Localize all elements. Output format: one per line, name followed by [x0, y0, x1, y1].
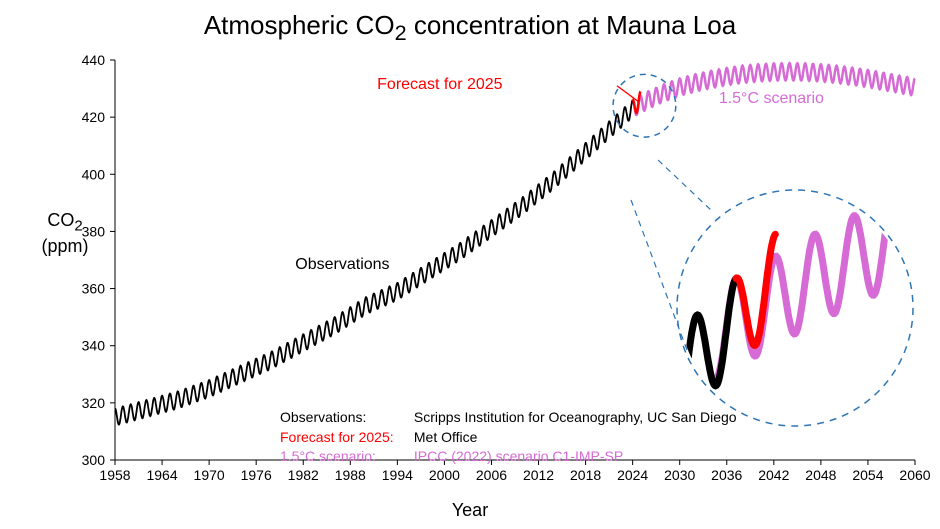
chart-title: Atmospheric CO2 concentration at Mauna L… — [0, 10, 940, 46]
svg-text:1958: 1958 — [99, 467, 130, 483]
legend-scenario-key: 1.5°C scenario: — [280, 447, 410, 467]
svg-text:2018: 2018 — [570, 467, 601, 483]
inset-big-circle — [677, 190, 913, 426]
annot-scenario: 1.5°C scenario — [719, 90, 824, 108]
svg-text:1970: 1970 — [194, 467, 225, 483]
svg-text:2042: 2042 — [758, 467, 789, 483]
y-prefix: CO — [47, 210, 74, 230]
chart-root: Atmospheric CO2 concentration at Mauna L… — [0, 0, 940, 529]
svg-text:2036: 2036 — [711, 467, 742, 483]
forecast-pointer — [617, 86, 638, 102]
svg-text:420: 420 — [82, 109, 106, 125]
title-sub: 2 — [395, 20, 407, 45]
svg-text:2012: 2012 — [523, 467, 554, 483]
title-suffix: concentration at Mauna Loa — [407, 10, 737, 40]
plot-area: 3003203403603804004204401958196419701976… — [115, 60, 915, 460]
svg-text:2048: 2048 — [805, 467, 836, 483]
svg-text:380: 380 — [82, 223, 106, 239]
legend-forecast-row: Forecast for 2025: Met Office — [280, 428, 737, 448]
svg-text:1964: 1964 — [146, 467, 177, 483]
inset-connector-0 — [658, 160, 713, 212]
svg-text:1982: 1982 — [288, 467, 319, 483]
legend-obs-val: Scripps Institution for Oceanography, UC… — [414, 409, 737, 425]
svg-text:2054: 2054 — [852, 467, 883, 483]
svg-text:1994: 1994 — [382, 467, 413, 483]
annot-forecast: Forecast for 2025 — [377, 76, 502, 94]
legend-scenario-row: 1.5°C scenario: IPCC (2022) scenario C1-… — [280, 447, 737, 467]
inset-connector-1 — [631, 200, 687, 350]
svg-text:300: 300 — [82, 452, 106, 468]
svg-text:2060: 2060 — [899, 467, 930, 483]
legend-obs-row: Observations: Scripps Institution for Oc… — [280, 408, 737, 428]
legend-forecast-key: Forecast for 2025: — [280, 428, 410, 448]
svg-text:2000: 2000 — [429, 467, 460, 483]
title-prefix: Atmospheric CO — [204, 10, 395, 40]
inset-small-circle — [613, 74, 676, 137]
svg-text:1976: 1976 — [241, 467, 272, 483]
x-axis-title: Year — [0, 500, 940, 521]
svg-text:320: 320 — [82, 395, 106, 411]
svg-text:400: 400 — [82, 166, 106, 182]
svg-text:1988: 1988 — [335, 467, 366, 483]
legend-forecast-val: Met Office — [414, 429, 478, 445]
svg-text:340: 340 — [82, 338, 106, 354]
svg-text:2024: 2024 — [617, 467, 648, 483]
svg-text:360: 360 — [82, 281, 106, 297]
svg-text:2030: 2030 — [664, 467, 695, 483]
legend: Observations: Scripps Institution for Oc… — [280, 408, 737, 467]
svg-text:2006: 2006 — [476, 467, 507, 483]
legend-obs-key: Observations: — [280, 408, 410, 428]
svg-text:440: 440 — [82, 52, 106, 68]
annot-observations: Observations — [295, 256, 389, 274]
legend-scenario-val: IPCC (2022) scenario C1-IMP-SP — [414, 448, 623, 464]
